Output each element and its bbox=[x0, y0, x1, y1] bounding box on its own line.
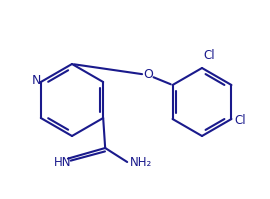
Text: Cl: Cl bbox=[234, 113, 246, 127]
Text: Cl: Cl bbox=[203, 49, 215, 62]
Text: NH₂: NH₂ bbox=[130, 156, 153, 170]
Text: N: N bbox=[32, 74, 42, 88]
Text: O: O bbox=[143, 68, 153, 82]
Text: HN: HN bbox=[54, 156, 71, 170]
